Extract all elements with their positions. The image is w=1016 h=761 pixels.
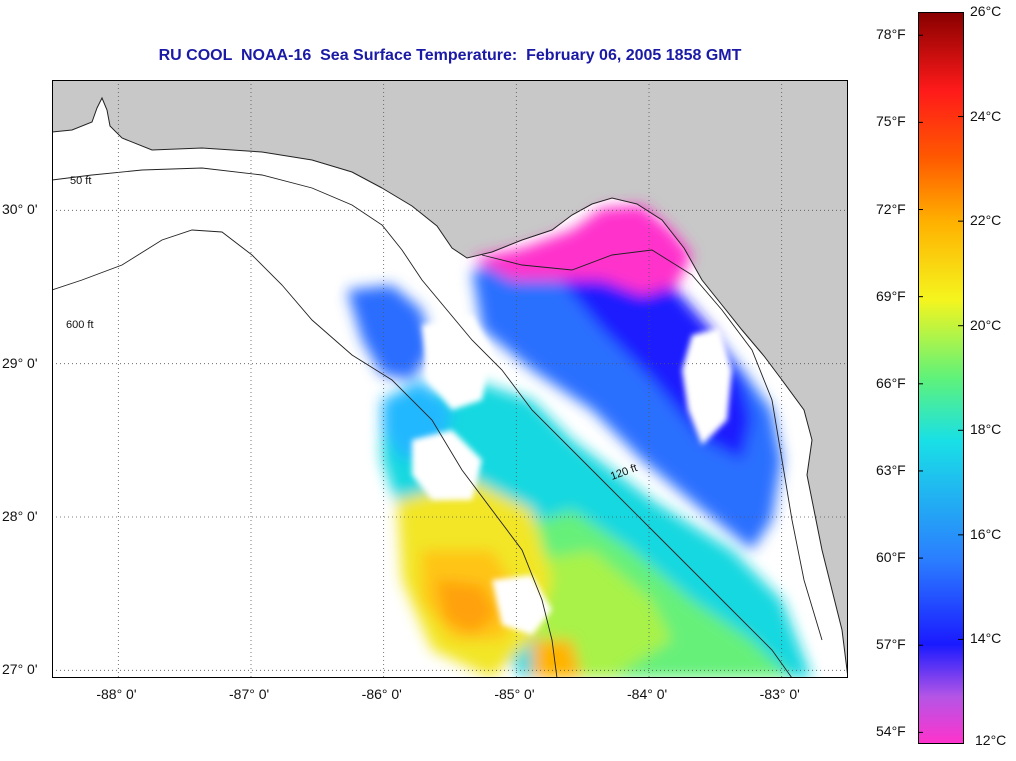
colorbar-gradient [918, 12, 964, 744]
celsius-tick-label: 24°C [970, 107, 1002, 124]
celsius-tick-label: 16°C [970, 525, 1002, 542]
contour-label-50ft: 50 ft [70, 175, 91, 187]
fahrenheit-tick-label: 60°F [876, 549, 906, 566]
fahrenheit-tick-label: 69°F [876, 287, 906, 304]
celsius-tick-label: 22°C [970, 212, 1002, 229]
fahrenheit-tick-label: 78°F [876, 26, 906, 43]
lon-tick-label: -84° 0' [627, 686, 668, 702]
map-grid [52, 80, 848, 678]
lon-tick-label: -88° 0' [96, 686, 137, 702]
lat-tick-label: 30° 0' [2, 201, 38, 218]
lon-tick-label: -85° 0' [494, 686, 535, 702]
celsius-tick-label: 14°C [970, 630, 1002, 647]
celsius-tick-label: 20°C [970, 316, 1002, 333]
fahrenheit-tick-label: 72°F [876, 200, 906, 217]
fahrenheit-tick-label: 54°F [876, 723, 906, 740]
celsius-tick-label: 12°C [975, 732, 1007, 748]
bathymetry-contours [52, 167, 823, 678]
coastline [52, 96, 848, 678]
lat-tick-label: 27° 0' [2, 661, 38, 678]
contour-label-600ft: 600 ft [66, 319, 94, 331]
fahrenheit-tick-label: 75°F [876, 113, 906, 130]
colorbar [918, 12, 964, 744]
sst-field [302, 180, 812, 678]
lon-tick-label: -86° 0' [361, 686, 402, 702]
map-frame [52, 80, 848, 678]
colorbar-ticks [918, 12, 964, 744]
lat-tick-label: 28° 0' [2, 508, 38, 524]
sst-map: 50 ft 120 ft 600 ft [52, 80, 848, 678]
fahrenheit-tick-label: 66°F [876, 374, 906, 391]
fahrenheit-tick-label: 57°F [876, 636, 906, 653]
lon-tick-label: -83° 0' [759, 686, 800, 702]
lon-tick-label: -87° 0' [229, 686, 270, 702]
celsius-tick-label: 26°C [970, 3, 1002, 19]
fahrenheit-tick-label: 63°F [876, 461, 906, 478]
page-title: RU COOL NOAA-16 Sea Surface Temperature:… [158, 47, 742, 64]
lat-tick-label: 29° 0' [2, 354, 38, 371]
celsius-tick-label: 18°C [970, 421, 1002, 438]
